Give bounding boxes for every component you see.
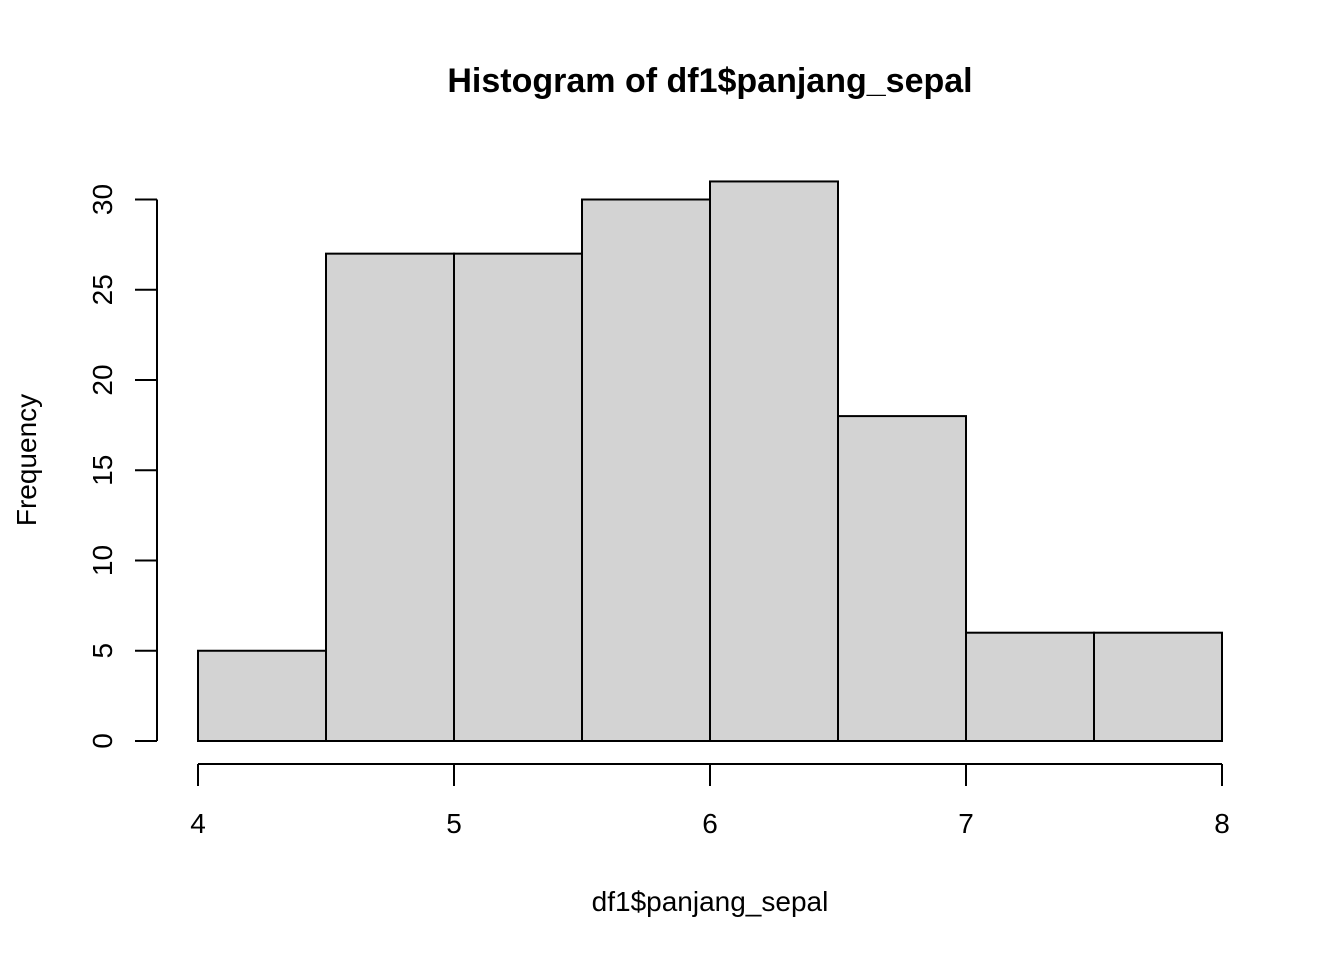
y-tick-label-5: 5: [87, 643, 118, 659]
histogram-bar-5: [837, 415, 967, 742]
x-axis-label: df1$panjang_sepal: [592, 886, 829, 917]
histogram-bar-1: [325, 252, 455, 742]
histogram-bar-3: [581, 198, 711, 742]
y-axis: 0 5 10 15 20 25 30: [87, 184, 158, 749]
bars-group: [197, 180, 1223, 743]
histogram-bar-6: [965, 631, 1095, 743]
y-tick-label-30: 30: [87, 184, 118, 215]
histogram-bar-4: [709, 180, 839, 742]
y-tick-label-15: 15: [87, 455, 118, 486]
y-tick-label-10: 10: [87, 545, 118, 576]
x-tick-label-5: 5: [446, 808, 462, 839]
x-tick-label-8: 8: [1214, 808, 1230, 839]
x-tick-label-7: 7: [958, 808, 974, 839]
x-axis: 4 5 6 7 8: [190, 763, 1230, 839]
histogram-bar-2: [453, 252, 583, 742]
x-tick-label-4: 4: [190, 808, 206, 839]
y-tick-label-0: 0: [87, 733, 118, 749]
chart-title: Histogram of df1$panjang_sepal: [447, 62, 972, 100]
y-tick-label-25: 25: [87, 274, 118, 305]
histogram-bar-7: [1093, 631, 1223, 743]
y-axis-label: Frequency: [11, 394, 42, 526]
y-tick-label-20: 20: [87, 364, 118, 395]
x-tick-label-6: 6: [702, 808, 718, 839]
histogram-bar-0: [197, 649, 327, 742]
